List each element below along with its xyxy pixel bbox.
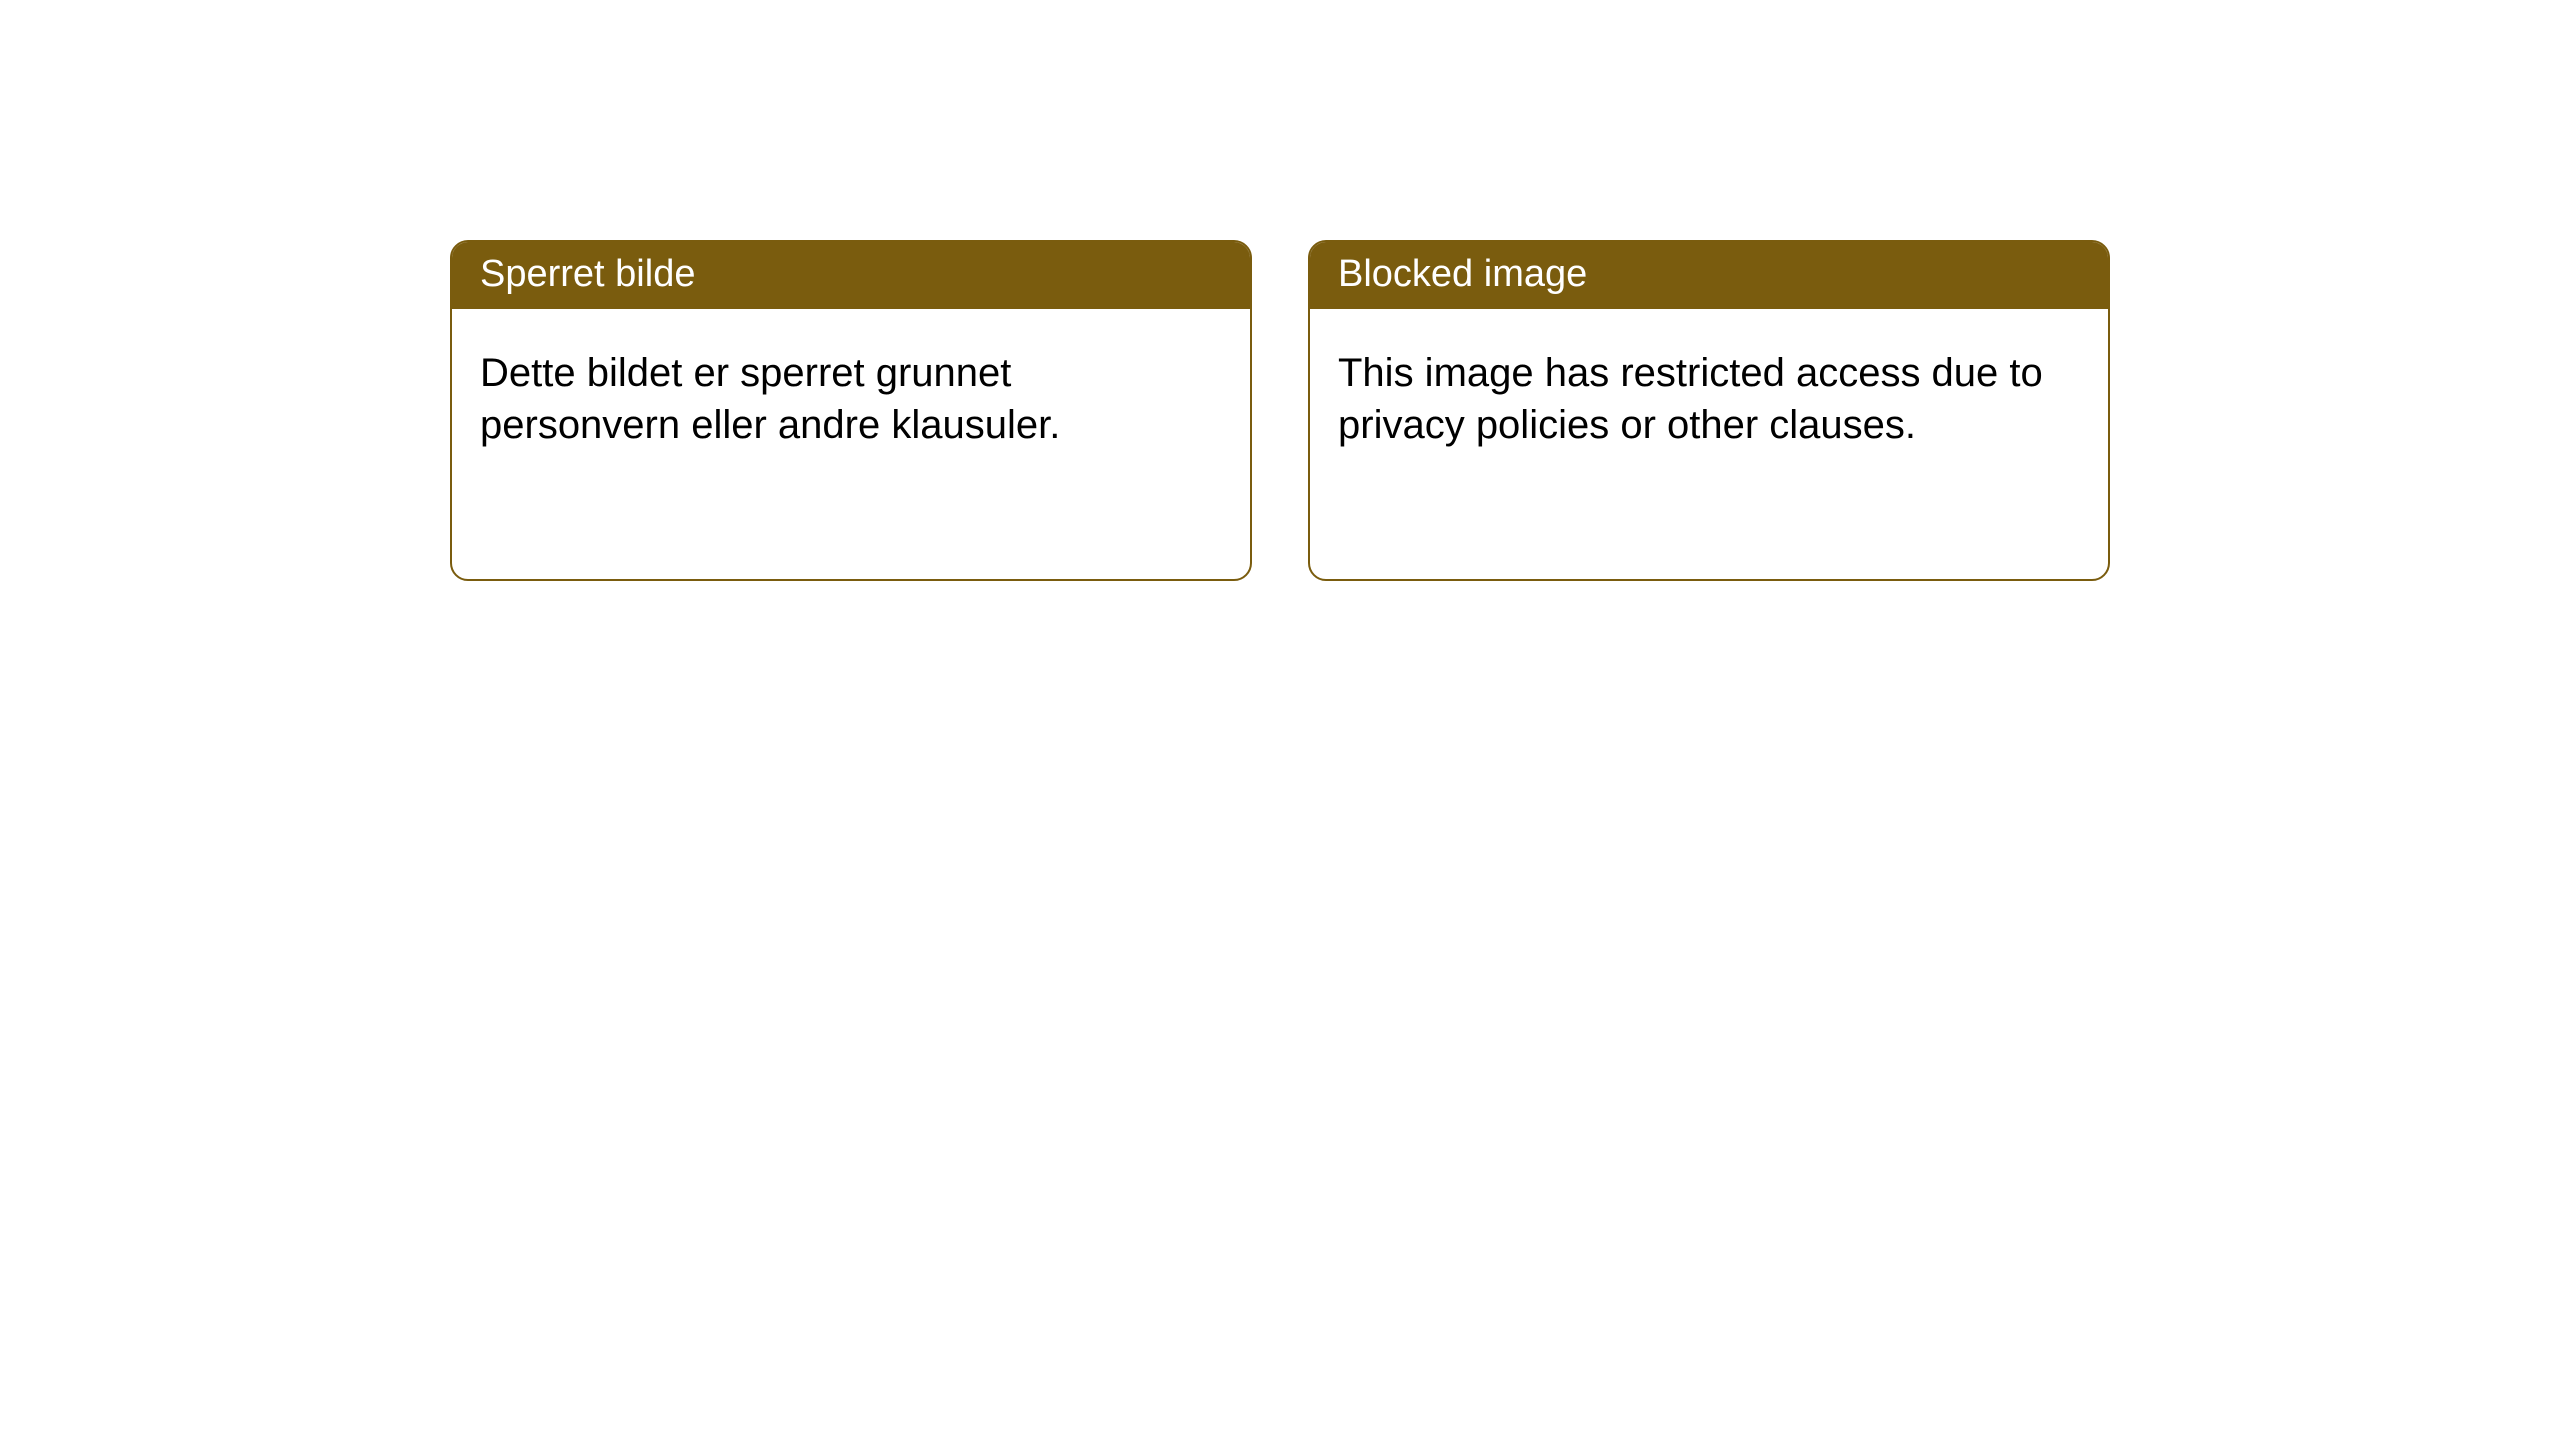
notice-title-english: Blocked image [1310, 242, 2108, 309]
notice-body-norwegian: Dette bildet er sperret grunnet personve… [452, 309, 1250, 579]
notice-title-norwegian: Sperret bilde [452, 242, 1250, 309]
notice-container: Sperret bilde Dette bildet er sperret gr… [0, 0, 2560, 581]
notice-card-english: Blocked image This image has restricted … [1308, 240, 2110, 581]
notice-body-english: This image has restricted access due to … [1310, 309, 2108, 579]
notice-card-norwegian: Sperret bilde Dette bildet er sperret gr… [450, 240, 1252, 581]
